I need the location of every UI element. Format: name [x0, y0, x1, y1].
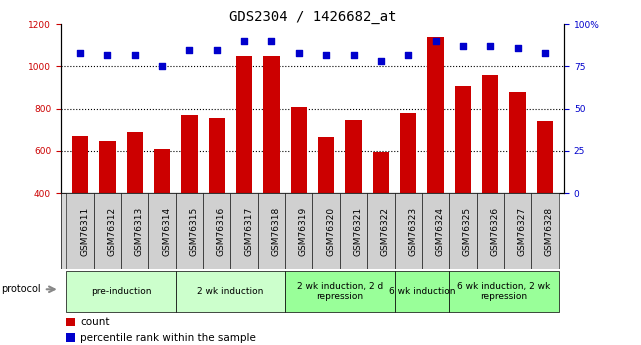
Bar	[476, 193, 504, 269]
Point	[267, 38, 277, 44]
Bar	[154, 149, 171, 193]
Bar	[67, 193, 94, 269]
Text: GDS2304 / 1426682_at: GDS2304 / 1426682_at	[229, 10, 396, 24]
Point	[239, 38, 249, 44]
Point	[458, 43, 468, 49]
Bar	[67, 271, 176, 312]
Text: GSM76319: GSM76319	[299, 207, 308, 256]
Bar	[126, 132, 143, 193]
Bar	[394, 193, 422, 269]
Bar	[345, 120, 362, 193]
Bar	[176, 193, 203, 269]
Bar	[231, 193, 258, 269]
Point	[376, 59, 386, 64]
Bar	[313, 193, 340, 269]
Text: GSM76316: GSM76316	[217, 207, 226, 256]
Bar	[149, 193, 176, 269]
Bar	[510, 92, 526, 193]
Text: 2 wk induction, 2 d
repression: 2 wk induction, 2 d repression	[297, 282, 383, 301]
Point	[430, 38, 440, 44]
Point	[403, 52, 413, 57]
Point	[75, 50, 85, 56]
Text: GSM76314: GSM76314	[162, 207, 171, 256]
Point	[103, 52, 113, 57]
Bar	[537, 121, 553, 193]
Bar	[181, 115, 197, 193]
Bar	[121, 193, 149, 269]
Point	[485, 43, 495, 49]
Bar	[94, 193, 121, 269]
Bar	[318, 137, 335, 193]
Point	[129, 52, 140, 57]
Bar	[99, 141, 115, 193]
Text: GSM76312: GSM76312	[108, 207, 117, 256]
Bar	[66, 318, 75, 326]
Text: 6 wk induction: 6 wk induction	[388, 287, 455, 296]
Text: GSM76326: GSM76326	[490, 207, 499, 256]
Bar	[454, 87, 471, 193]
Text: GSM76321: GSM76321	[353, 207, 363, 256]
Text: GSM76320: GSM76320	[326, 207, 335, 256]
Bar	[449, 271, 558, 312]
Bar	[449, 193, 476, 269]
Text: GSM76318: GSM76318	[272, 207, 281, 256]
Bar	[203, 193, 231, 269]
Text: GSM76328: GSM76328	[545, 207, 554, 256]
Bar	[340, 193, 367, 269]
Point	[512, 45, 522, 51]
Text: GSM76324: GSM76324	[435, 207, 445, 256]
Text: protocol: protocol	[1, 284, 41, 294]
Point	[348, 52, 358, 57]
Point	[212, 47, 222, 52]
Bar	[367, 193, 394, 269]
Point	[321, 52, 331, 57]
Bar	[236, 56, 253, 193]
Text: GSM76313: GSM76313	[135, 207, 144, 256]
Text: GSM76323: GSM76323	[408, 207, 417, 256]
Text: GSM76311: GSM76311	[80, 207, 89, 256]
Text: GSM76315: GSM76315	[190, 207, 199, 256]
Bar	[285, 271, 394, 312]
Text: count: count	[80, 317, 110, 327]
Bar	[372, 152, 389, 193]
Text: 2 wk induction: 2 wk induction	[197, 287, 263, 296]
Text: GSM76327: GSM76327	[517, 207, 527, 256]
Bar	[422, 193, 449, 269]
Text: GSM76317: GSM76317	[244, 207, 253, 256]
Bar	[176, 271, 285, 312]
Text: 6 wk induction, 2 wk
repression: 6 wk induction, 2 wk repression	[457, 282, 551, 301]
Text: GSM76322: GSM76322	[381, 207, 390, 256]
Text: pre-induction: pre-induction	[91, 287, 151, 296]
Bar	[208, 118, 225, 193]
Bar	[66, 333, 75, 342]
Point	[540, 50, 550, 56]
Bar	[290, 107, 307, 193]
Text: GSM76325: GSM76325	[463, 207, 472, 256]
Text: percentile rank within the sample: percentile rank within the sample	[80, 333, 256, 343]
Bar	[504, 193, 531, 269]
Bar	[72, 136, 88, 193]
Point	[185, 47, 195, 52]
Bar	[263, 56, 279, 193]
Bar	[428, 37, 444, 193]
Bar	[482, 75, 499, 193]
Bar	[531, 193, 558, 269]
Bar	[400, 113, 417, 193]
Bar	[285, 193, 313, 269]
Bar	[258, 193, 285, 269]
Bar	[394, 271, 449, 312]
Point	[294, 50, 304, 56]
Point	[157, 63, 167, 69]
